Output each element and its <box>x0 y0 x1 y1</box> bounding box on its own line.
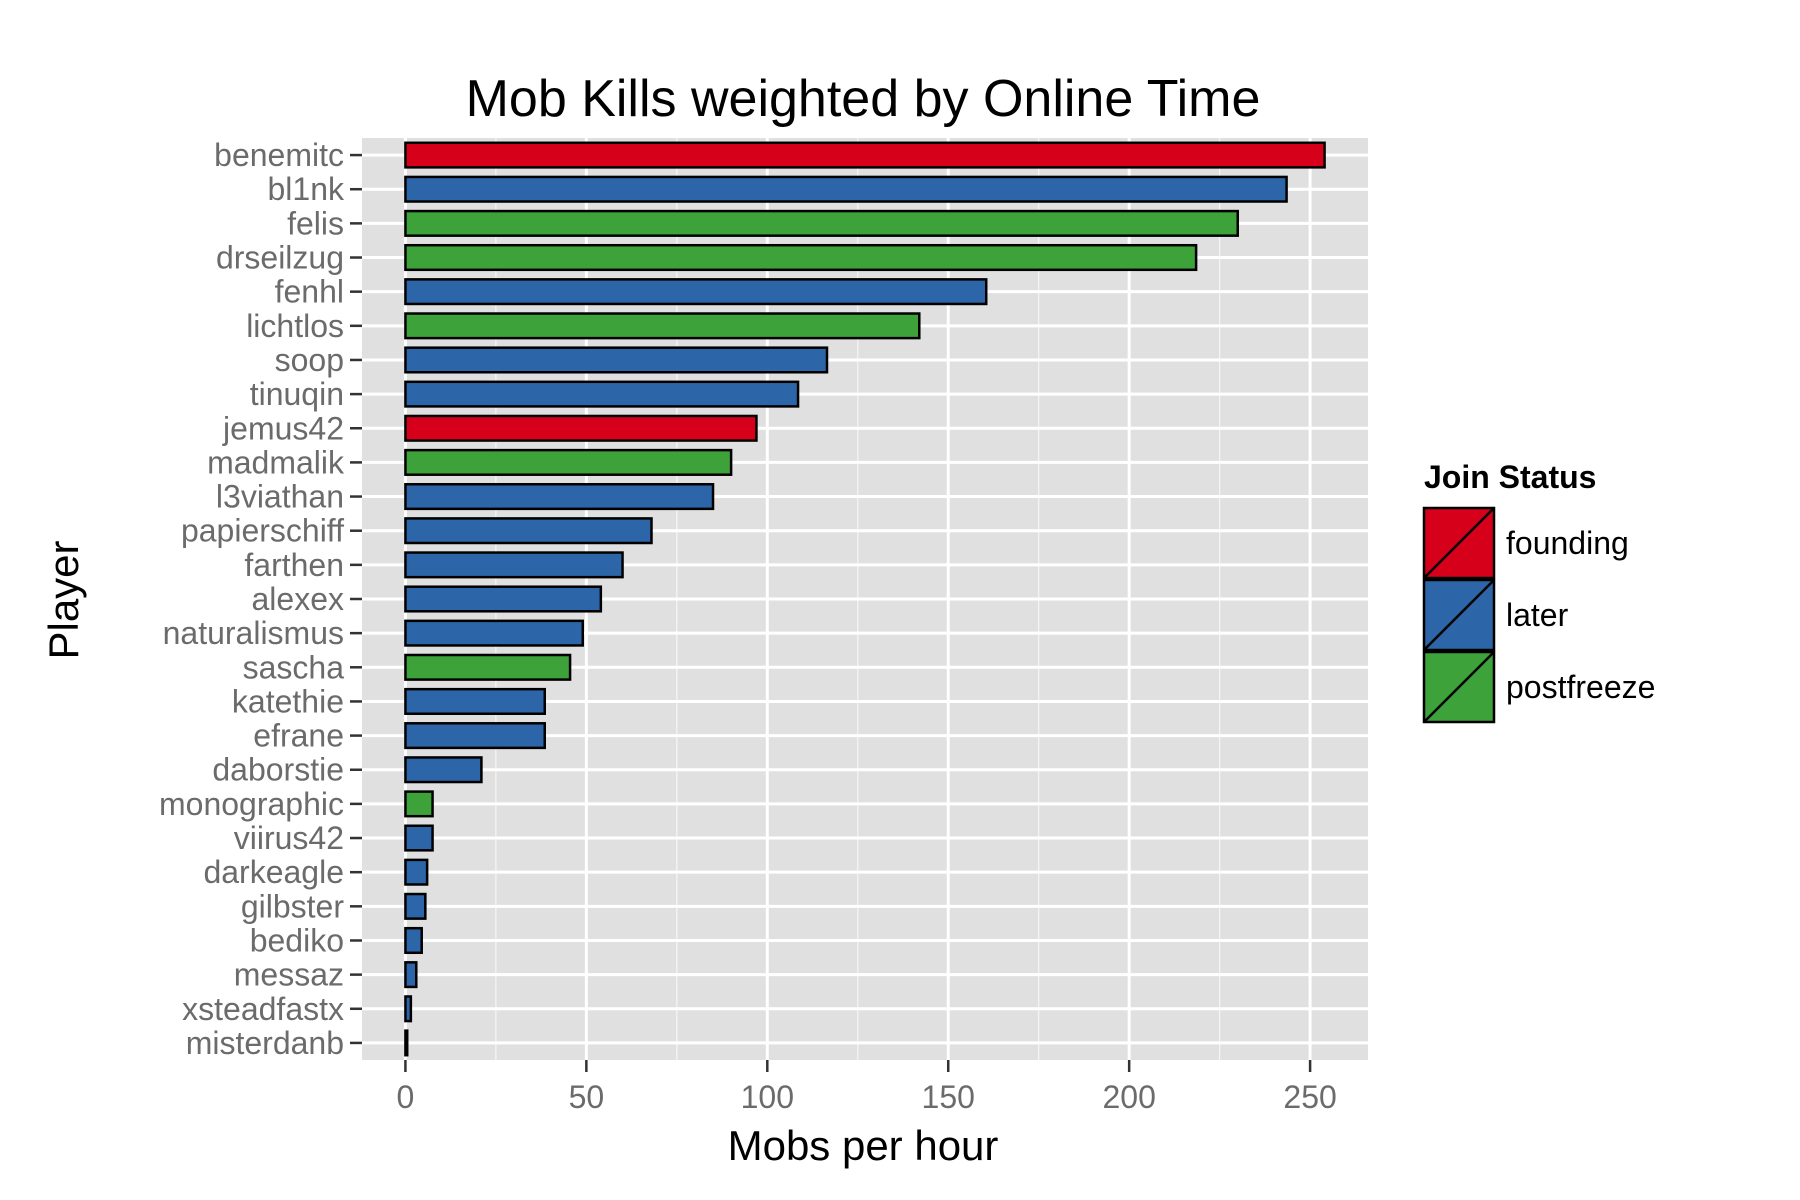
bar-darkeagle <box>404 858 429 886</box>
bar-bediko <box>404 926 423 955</box>
y-tick-label: monographic <box>159 786 344 822</box>
bar-lichtlos <box>404 312 921 340</box>
bar-felis <box>404 209 1239 237</box>
y-tick-label: farthen <box>244 547 344 583</box>
x-tick-label: 200 <box>1102 1079 1155 1115</box>
y-tick-label: bl1nk <box>268 171 346 207</box>
bar-benemitc <box>404 141 1326 169</box>
y-tick-label: papierschiff <box>181 513 344 549</box>
x-tick-label: 50 <box>569 1079 605 1115</box>
y-tick-label: viirus42 <box>234 820 344 856</box>
y-tick-label: xsteadfastx <box>182 991 344 1027</box>
y-tick-label: bediko <box>250 922 344 958</box>
y-tick-label: sascha <box>243 649 345 685</box>
bar-monographic <box>404 790 434 818</box>
x-axis-title: Mobs per hour <box>728 1122 999 1169</box>
y-tick-label: gilbster <box>241 888 345 924</box>
bar-daborstie <box>404 756 483 784</box>
y-tick-label: messaz <box>234 957 344 993</box>
bar-messaz <box>404 961 418 989</box>
bar-xsteadfastx <box>404 995 413 1023</box>
bar-madmalik <box>404 448 733 476</box>
y-tick-label: darkeagle <box>203 854 344 890</box>
legend-label-founding: founding <box>1506 525 1629 561</box>
y-tick-label: jemus42 <box>222 410 344 446</box>
y-axis: benemitcbl1nkfelisdrseilzugfenhllichtlos… <box>159 137 362 1061</box>
bar-soop <box>404 346 829 374</box>
x-tick-label: 100 <box>741 1079 794 1115</box>
y-tick-label: drseilzug <box>216 240 344 276</box>
bar-l3viathan <box>404 483 715 511</box>
y-tick-label: lichtlos <box>246 308 344 344</box>
y-tick-label: felis <box>287 205 344 241</box>
legend-title: Join Status <box>1424 459 1596 495</box>
legend-label-postfreeze: postfreeze <box>1506 669 1655 705</box>
y-tick-label: benemitc <box>214 137 344 173</box>
y-tick-label: l3viathan <box>216 479 344 515</box>
x-axis: 0 50 100 150 200 250 <box>397 1060 1337 1115</box>
y-tick-label: soop <box>275 342 344 378</box>
y-tick-label: tinuqin <box>250 376 344 412</box>
legend-key-slash <box>1423 579 1495 651</box>
bars <box>404 141 1326 1057</box>
bar-gilbster <box>404 892 427 920</box>
legend-key-slash <box>1423 507 1495 579</box>
chart-title: Mob Kills weighted by Online Time <box>466 70 1261 128</box>
bar-papierschiff <box>404 517 653 545</box>
y-tick-label: daborstie <box>212 752 344 788</box>
y-tick-label: fenhl <box>275 274 344 310</box>
bar-bl1nk <box>404 175 1288 203</box>
y-tick-label: alexex <box>252 581 345 617</box>
x-tick-label: 0 <box>397 1079 415 1115</box>
legend-label-later: later <box>1506 597 1569 633</box>
bar-katethie <box>404 687 546 715</box>
bar-naturalismus <box>404 619 584 647</box>
legend-key-slash <box>1423 651 1495 723</box>
y-tick-label: naturalismus <box>163 615 344 651</box>
x-tick-label: 150 <box>922 1079 975 1115</box>
x-tick-label: 250 <box>1283 1079 1336 1115</box>
bar-jemus42 <box>404 414 758 442</box>
y-tick-label: misterdanb <box>186 1025 344 1061</box>
y-tick-label: efrane <box>253 718 344 754</box>
bar-farthen <box>404 551 624 579</box>
y-tick-label: madmalik <box>207 444 345 480</box>
legend: Join Status founding later postfreeze <box>1422 459 1655 724</box>
bar-sascha <box>404 653 572 681</box>
bar-fenhl <box>404 278 988 306</box>
bar-viirus42 <box>404 824 434 852</box>
bar-misterdanb <box>404 1029 409 1057</box>
bar-drseilzug <box>404 243 1198 272</box>
bar-alexex <box>404 585 603 613</box>
bar-tinuqin <box>404 380 800 408</box>
bar-efrane <box>404 722 546 750</box>
y-axis-title: Player <box>40 540 87 659</box>
y-tick-label: katethie <box>232 683 344 719</box>
